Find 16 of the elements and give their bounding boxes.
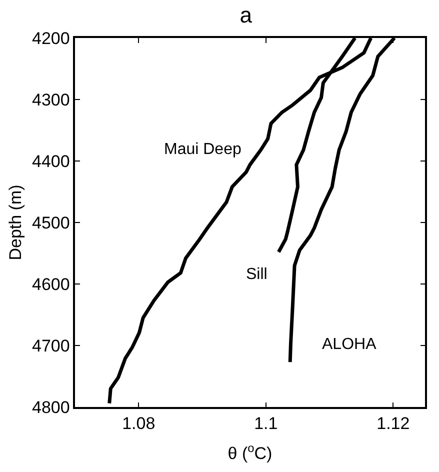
series-label: ALOHA [322,336,377,353]
y-tick-label: 4300 [32,90,70,110]
y-tick-label: 4600 [32,274,70,294]
x-tick-label: 1.08 [122,414,156,434]
y-tick-label: 4200 [32,28,70,48]
y-tick-label: 4400 [32,152,70,171]
y-tick-label: 4700 [32,336,70,356]
x-axis-title: θ ($^{o}$C) [228,440,272,464]
x-tick-label: 1.12 [376,414,410,434]
y-tick-label: 4800 [32,398,70,417]
series-label: Sill [246,266,268,283]
y-axis-title: Depth (m) [6,184,26,260]
y-tick-label: 4500 [32,213,70,232]
x-tick-label: 1.1 [254,414,278,434]
series-label: Maui Deep [164,141,242,158]
chart-title: a [240,2,253,28]
